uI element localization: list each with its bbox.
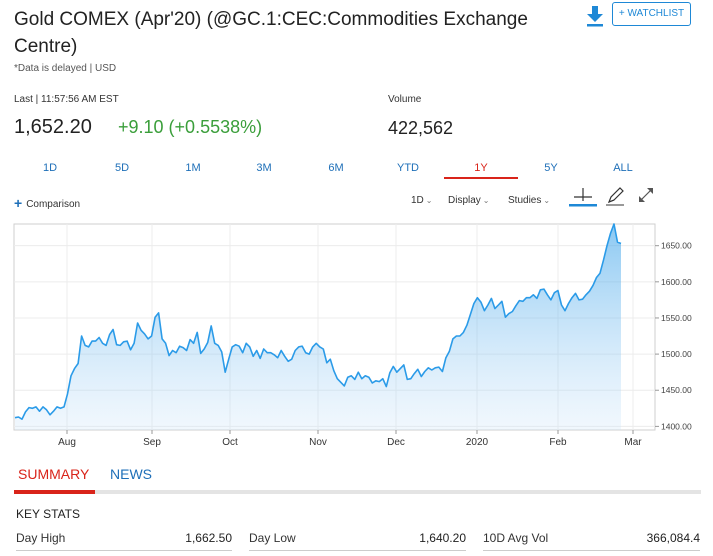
- active-tab-indicator: [14, 490, 95, 494]
- tab-divider: [14, 490, 701, 494]
- x-tick-label: Feb: [549, 437, 567, 448]
- y-tick-label: 1650.00: [661, 241, 692, 251]
- range-tab-1d[interactable]: 1D: [42, 162, 58, 174]
- watchlist-button[interactable]: + WATCHLIST: [612, 2, 691, 26]
- stat-value: 1,662.50: [185, 531, 232, 545]
- volume-label: Volume: [388, 94, 422, 105]
- y-tick-label: 1600.00: [661, 277, 692, 287]
- range-tab-6m[interactable]: 6M: [328, 162, 344, 174]
- download-icon[interactable]: [585, 5, 605, 27]
- divider: [16, 550, 232, 551]
- range-tab-all[interactable]: ALL: [613, 162, 633, 174]
- last-price: 1,652.20: [14, 116, 92, 138]
- range-tab-1y[interactable]: 1Y: [444, 157, 518, 179]
- divider: [483, 550, 700, 551]
- display-label: Display: [448, 195, 481, 206]
- volume-value: 422,562: [388, 118, 454, 138]
- studies-dropdown[interactable]: Studies ⌄: [508, 195, 550, 206]
- stat-label: Day High: [16, 531, 66, 545]
- chevron-down-icon: ⌄: [425, 196, 433, 205]
- crosshair-icon[interactable]: [569, 185, 597, 207]
- price-area: [15, 224, 621, 430]
- comparison-label: Comparison: [26, 199, 81, 210]
- tab-summary[interactable]: SUMMARY: [18, 466, 90, 482]
- range-tab-ytd[interactable]: YTD: [397, 162, 419, 174]
- expand-icon[interactable]: [636, 185, 656, 205]
- y-tick-label: 1500.00: [661, 349, 692, 359]
- comparison-button[interactable]: + Comparison: [14, 195, 80, 211]
- chevron-down-icon: ⌄: [543, 196, 551, 205]
- x-tick-label: Sep: [143, 437, 161, 448]
- tab-news[interactable]: NEWS: [110, 466, 152, 482]
- stat-value: 1,640.20: [419, 531, 466, 545]
- page-title: Gold COMEX (Apr'20) (@GC.1:CEC:Commoditi…: [14, 9, 528, 57]
- chevron-down-icon: ⌄: [482, 196, 490, 205]
- range-tab-1m[interactable]: 1M: [185, 162, 201, 174]
- stat-day-high: Day High 1,662.50: [16, 531, 232, 551]
- interval-label: 1D: [411, 195, 424, 206]
- price-chart[interactable]: 1400.00 1450.00 1500.00 1550.00 1600.00 1650.…: [0, 220, 713, 450]
- last-trade-label: Last | 11:57:56 AM EST: [14, 94, 119, 105]
- y-tick-label: 1450.00: [661, 385, 692, 395]
- x-tick-label: Mar: [624, 437, 642, 448]
- x-tick-label: Aug: [58, 437, 76, 448]
- x-tick-label: Dec: [387, 437, 405, 448]
- range-tab-5d[interactable]: 5D: [114, 162, 130, 174]
- data-delayed-note: *Data is delayed | USD: [14, 63, 117, 74]
- stat-label: Day Low: [249, 531, 296, 545]
- range-tabs: 1D 5D 1M 3M 6M YTD 1Y 5Y ALL: [14, 157, 660, 179]
- y-tick-label: 1400.00: [661, 421, 692, 431]
- price-line: [14, 223, 622, 420]
- studies-label: Studies: [508, 195, 542, 206]
- interval-dropdown[interactable]: 1D ⌄: [411, 195, 433, 206]
- stat-value: 366,084.4: [646, 531, 700, 545]
- stat-label: 10D Avg Vol: [483, 531, 549, 545]
- stat-10d-avg-vol: 10D Avg Vol 366,084.4: [483, 531, 700, 551]
- stat-day-low: Day Low 1,640.20: [249, 531, 466, 551]
- draw-pencil-icon[interactable]: [604, 185, 626, 207]
- x-tick-label: Oct: [222, 437, 238, 448]
- display-dropdown[interactable]: Display ⌄: [448, 195, 490, 206]
- range-tab-3m[interactable]: 3M: [256, 162, 272, 174]
- divider: [249, 550, 466, 551]
- x-tick-label: Nov: [309, 437, 327, 448]
- key-stats-heading: KEY STATS: [16, 507, 81, 521]
- y-tick-label: 1550.00: [661, 313, 692, 323]
- range-tab-5y[interactable]: 5Y: [544, 162, 558, 174]
- x-tick-label: 2020: [466, 437, 489, 448]
- summary-tabs: SUMMARY NEWS: [14, 464, 701, 496]
- price-change: +9.10 (+0.5538%): [118, 117, 263, 137]
- plus-icon: +: [14, 195, 23, 211]
